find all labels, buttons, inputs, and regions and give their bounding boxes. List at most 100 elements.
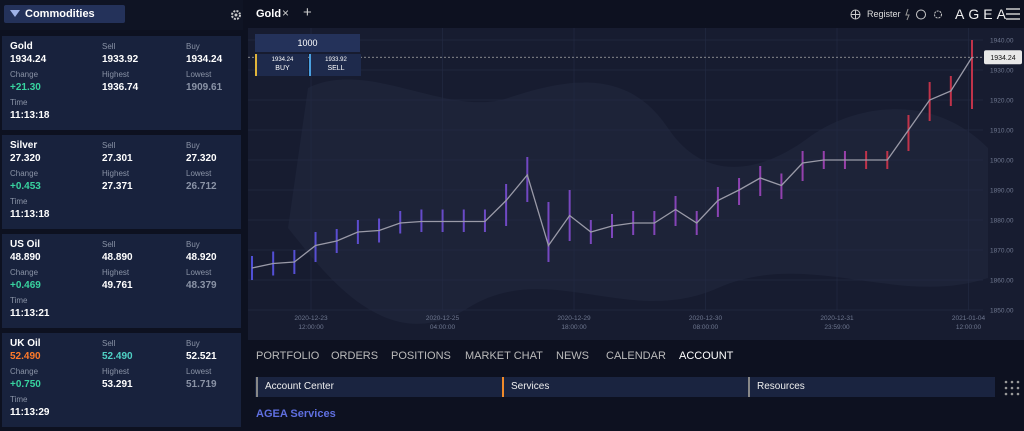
buy-label: Buy [186,42,200,51]
subtab[interactable]: Account Center [256,377,334,397]
buy-label: Buy [186,141,200,150]
change-value: +0.469 [10,280,41,291]
x-tick-label: 2020-12-31 [820,315,854,322]
highest-label: Highest [102,268,130,277]
x-tick-label: 18:00:00 [561,324,587,331]
last-price-tag [984,50,1022,65]
nav-tab[interactable]: MARKET CHAT [465,350,543,362]
buy-label: Buy [186,240,200,249]
nav-tab[interactable]: PORTFOLIO [256,350,320,362]
highest-value: 1936.74 [102,82,139,93]
buy-value: 52.521 [186,351,217,362]
sell-value: 52.490 [102,351,133,362]
menu-icon[interactable] [1006,8,1020,20]
header-icons [905,8,942,21]
buy-value: 48.920 [186,252,217,263]
lowest-label: Lowest [186,268,212,277]
subtab[interactable]: Services [502,377,549,397]
y-tick-label: 1860.00 [990,278,1014,285]
y-tick-label: 1940.00 [990,38,1014,45]
register-link[interactable]: Register [867,9,901,19]
instrument-card[interactable]: UK Oil 52.490 Sell 52.490 Buy 52.521 Change +0.… [2,333,241,427]
instrument-card[interactable]: US Oil 48.890 Sell 48.890 Buy 48.920 Change +0.… [2,234,241,328]
change-label: Change [10,70,39,79]
last-price-label: 1934.24 [990,55,1015,62]
dropdown-icon [10,10,20,17]
x-tick-label: 2021-01-04 [952,315,986,322]
grid-icon[interactable] [1003,379,1021,397]
sell-label: SELL [327,65,345,72]
buy-label: Buy [186,339,200,348]
nav-tab[interactable]: ORDERS [331,350,379,362]
sell-value: 27.301 [102,153,133,164]
buy-value: 27.320 [186,153,217,164]
instrument-tab[interactable]: Gold [256,8,282,20]
nav-tab[interactable]: ACCOUNT [679,350,734,362]
time-label: Time [10,197,28,206]
subtab[interactable]: Resources [748,377,805,397]
price-chart: 1850.00 1860.00 1870.00 1880.00 1890.00 1900.… [248,28,1024,340]
highest-value: 49.761 [102,280,133,291]
time-value: 11:13:29 [10,407,50,418]
time-label: Time [10,98,28,107]
nav-tab[interactable]: POSITIONS [391,350,451,362]
time-value: 11:13:18 [10,110,50,121]
lowest-label: Lowest [186,169,212,178]
instrument-price: 27.320 [10,153,41,164]
x-tick-label: 2020-12-30 [689,315,723,322]
instrument-price: 52.490 [10,351,41,362]
instrument-price: 48.890 [10,252,41,263]
instrument-card[interactable]: Gold 1934.24 Sell 1933.92 Buy 1934.24 Change +2… [2,36,241,130]
globe-icon[interactable] [850,9,861,20]
x-tick-label: 12:00:00 [298,324,324,331]
change-value: +0.453 [10,181,41,192]
lowest-value: 48.379 [186,280,217,291]
subtab-bar [255,377,995,397]
y-tick-label: 1910.00 [990,128,1014,135]
change-label: Change [10,268,39,277]
instrument-card[interactable]: Silver 27.320 Sell 27.301 Buy 27.320 Change +0.… [2,135,241,229]
sell-price: 1933.92 [325,57,347,63]
nav-tab[interactable]: CALENDAR [606,350,666,362]
buy-button[interactable]: 1934.24 BUY [255,54,308,76]
settings-icon[interactable] [229,8,243,22]
x-tick-label: 04:00:00 [430,324,456,331]
sell-button[interactable]: 1933.92 SELL [309,54,361,76]
sell-label: Sell [102,42,116,51]
x-tick-label: 23:59:00 [824,324,850,331]
buy-price: 1934.24 [271,57,294,63]
change-value: +21.30 [10,82,41,93]
change-label: Change [10,169,39,178]
x-tick-label: 2020-12-25 [426,315,460,322]
lowest-value: 51.719 [186,379,217,390]
lowest-value: 26.712 [186,181,217,192]
y-tick-label: 1930.00 [990,68,1014,75]
time-label: Time [10,395,28,404]
x-tick-label: 2020-12-29 [557,315,591,322]
lowest-label: Lowest [186,70,212,79]
lowest-label: Lowest [186,367,212,376]
y-tick-label: 1870.00 [990,248,1014,255]
brand-logo: AGEA [955,6,1010,22]
instrument-name: US Oil [10,239,41,250]
section-title: AGEA Services [256,408,336,420]
time-value: 11:13:21 [10,308,50,319]
commodities-button[interactable]: Commodities [4,5,125,23]
add-tab-icon[interactable]: + [303,4,312,21]
highest-value: 53.291 [102,379,133,390]
top-bar [248,0,1024,28]
highest-label: Highest [102,367,130,376]
nav-tab[interactable]: NEWS [556,350,589,362]
instrument-price: 1934.24 [10,54,47,65]
sell-label: Sell [102,339,116,348]
trade-amount[interactable]: 1000 [255,34,360,52]
buy-value: 1934.24 [186,54,223,65]
sell-value: 48.890 [102,252,133,263]
close-tab-icon[interactable]: × [282,6,290,20]
buy-label: BUY [275,65,290,72]
instrument-name: UK Oil [10,338,41,349]
y-tick-label: 1890.00 [990,188,1014,195]
close-line [251,56,973,269]
lowest-value: 1909.61 [186,82,223,93]
